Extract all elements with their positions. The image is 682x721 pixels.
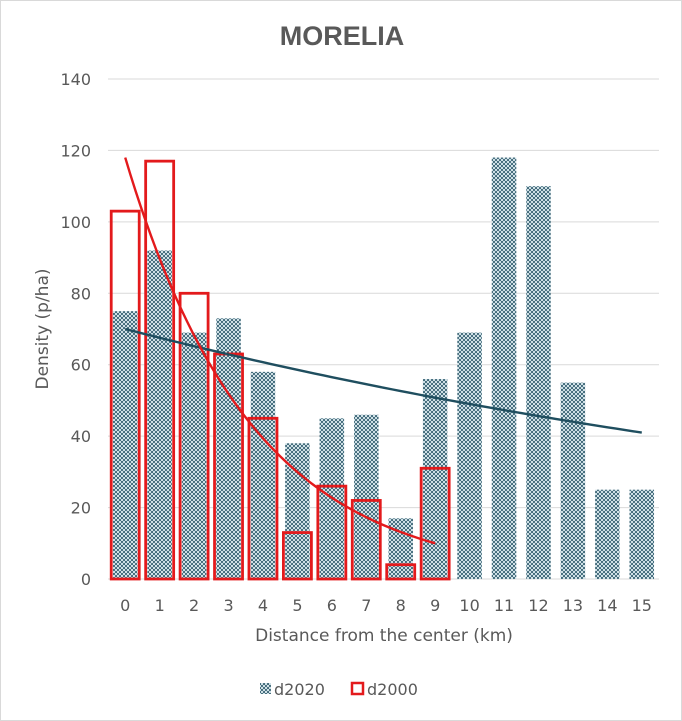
legend-d2020-swatch: [260, 683, 271, 694]
d2000-bars: [109, 159, 451, 581]
x-tick-label: 9: [430, 596, 440, 615]
x-axis-label: Distance from the center (km): [255, 626, 513, 646]
bar-d2020: [147, 250, 172, 579]
y-tick-label: 80: [71, 284, 91, 303]
bar-d2000: [247, 416, 279, 581]
bar-d2020: [216, 318, 241, 579]
bar-d2020: [595, 489, 620, 579]
x-tick-label: 15: [632, 596, 652, 615]
x-tick-label: 2: [189, 596, 199, 615]
x-tick-label: 10: [459, 596, 479, 615]
chart-title: MORELIA: [280, 21, 405, 51]
bar-d2000: [144, 159, 176, 581]
legend-d2020-label: d2020: [274, 680, 325, 699]
bar-d2000: [109, 209, 141, 581]
x-tick-label: 1: [155, 596, 165, 615]
bar-d2000: [385, 563, 417, 581]
bar-d2020: [422, 379, 448, 579]
y-tick-label: 0: [81, 570, 91, 589]
trendlines: [124, 157, 642, 545]
y-tick-label: 40: [71, 427, 91, 446]
x-tick-label: 4: [258, 596, 268, 615]
x-tick-label: 6: [327, 596, 337, 615]
x-tick-label: 7: [361, 596, 371, 615]
y-axis-label: Density (p/ha): [33, 268, 53, 389]
bar-d2000: [350, 499, 382, 581]
y-tick-label: 100: [60, 213, 91, 232]
y-tick-label: 140: [60, 70, 91, 89]
x-tick-label: 0: [120, 596, 130, 615]
bar-d2020: [250, 371, 276, 579]
y-axis-ticks: 0 20 40 60 80 100 120 140: [60, 70, 91, 589]
y-tick-label: 120: [60, 141, 91, 160]
legend: d2020 d2000: [260, 680, 418, 699]
bar-d2020: [560, 382, 586, 579]
legend-d2000-label: d2000: [367, 680, 418, 699]
d2020-bars: [112, 157, 655, 580]
bar-d2000: [282, 531, 313, 581]
bar-d2020: [354, 414, 379, 579]
bar-d2020: [181, 332, 207, 579]
bar-d2020: [457, 332, 482, 579]
bar-d2000: [316, 484, 348, 581]
trendline-d2000: [124, 157, 436, 545]
y-tick-label: 60: [71, 356, 91, 375]
x-tick-label: 14: [597, 596, 617, 615]
x-tick-label: 5: [292, 596, 302, 615]
x-tick-label: 12: [528, 596, 548, 615]
bar-d2020: [629, 489, 655, 579]
bar-d2000: [419, 466, 451, 581]
x-tick-label: 8: [396, 596, 406, 615]
x-axis-ticks: 0 1 2 3 4 5 6 7 8 9 10 11 12 13 14 15: [120, 596, 652, 615]
y-tick-label: 20: [71, 499, 91, 518]
bar-d2020: [112, 311, 138, 579]
bar-d2020: [526, 186, 551, 579]
trendline-d2020: [124, 327, 642, 434]
bar-d2000: [178, 291, 210, 581]
legend-d2000-swatch: [350, 681, 365, 696]
x-tick-label: 13: [563, 596, 583, 615]
x-tick-label: 11: [494, 596, 514, 615]
bar-d2020: [491, 157, 517, 580]
x-tick-label: 3: [223, 596, 233, 615]
